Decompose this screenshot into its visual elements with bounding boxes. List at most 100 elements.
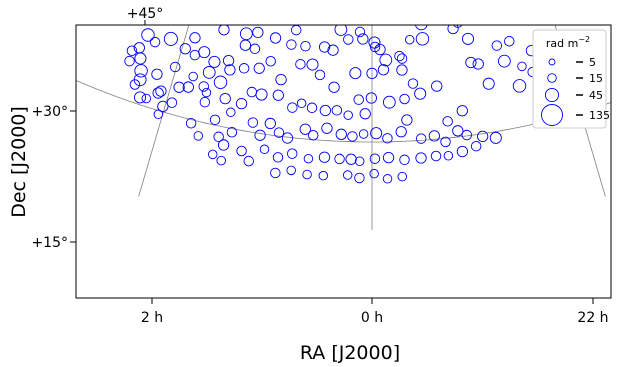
rm-point (491, 40, 503, 51)
legend-box (532, 29, 607, 129)
rm-point (314, 69, 326, 81)
rm-point (377, 64, 390, 76)
legend-entries: 5 15 45 135 (541, 56, 610, 126)
legend-entry-label: 45 (589, 89, 603, 102)
rm-point (396, 53, 408, 64)
rm-point (224, 64, 236, 76)
rm-point (369, 153, 381, 164)
legend-entry-label: 135 (589, 109, 610, 122)
rm-point (246, 86, 258, 98)
rm-point (226, 127, 238, 138)
rm-point (354, 26, 366, 38)
rm-point (306, 58, 319, 71)
y-ticks: +30° +15° +45° (31, 6, 163, 251)
rm-point (306, 102, 318, 114)
rm-point (217, 139, 230, 151)
y-tick-label: +15° (31, 235, 68, 251)
rm-point (198, 81, 209, 92)
rm-point (272, 89, 284, 101)
rm-point (374, 43, 386, 56)
rm-point (415, 133, 427, 144)
rm-point (303, 153, 314, 164)
rm-point (297, 12, 308, 23)
rm-point (415, 152, 427, 164)
rm-point (152, 87, 164, 99)
rm-point (414, 87, 427, 100)
rm-point (205, 13, 214, 22)
rm-point (173, 81, 185, 93)
rm-point (318, 170, 329, 181)
rm-point (238, 63, 250, 74)
rm-point (264, 117, 276, 130)
rm-point (461, 32, 475, 45)
rm-point (134, 64, 148, 78)
rm-point (379, 53, 393, 67)
rm-point (517, 61, 527, 72)
rm-point (273, 127, 285, 138)
y-tick-label: +30° (31, 104, 68, 120)
rm-point (235, 97, 248, 110)
rm-point (342, 170, 353, 180)
rm-point (299, 123, 311, 135)
rm-point (207, 149, 218, 160)
x-tick-label: 0 h (361, 310, 383, 326)
rm-point (328, 81, 340, 93)
rm-point (345, 153, 357, 165)
rm-point (129, 79, 141, 90)
rm-point (461, 129, 473, 141)
x-axis-label: RA [J2000] (300, 342, 400, 364)
rm-point (382, 133, 393, 144)
rm-point (329, 0, 341, 6)
rm-point (209, 114, 221, 126)
rm-point (247, 117, 259, 128)
legend-marker (548, 58, 556, 66)
rm-point (239, 39, 252, 51)
rm-point (133, 0, 143, 5)
rm-point (239, 27, 253, 41)
rm-point (357, 33, 369, 45)
rm-point (366, 67, 378, 80)
rm-point (222, 54, 235, 67)
rm-point (275, 73, 287, 86)
rm-point (255, 88, 268, 101)
rm-point (472, 58, 484, 70)
rm-point (296, 98, 307, 109)
rm-point (396, 64, 408, 76)
x-ticks: 2 h 0 h 22 h (141, 298, 609, 326)
rm-point (286, 165, 296, 176)
rm-point (319, 104, 332, 117)
rm-point (334, 25, 348, 36)
legend-marker (544, 87, 560, 103)
rm-point (489, 131, 502, 144)
rm-point (334, 153, 345, 165)
rm-point (202, 66, 216, 79)
dec-grid-line (76, 79, 611, 143)
rm-point (358, 129, 369, 139)
rm-point (470, 140, 482, 152)
rm-point (208, 55, 221, 68)
rm-point (153, 109, 164, 119)
rm-point (394, 50, 405, 62)
rm-point (249, 43, 261, 55)
rm-point (182, 81, 194, 93)
rm-point (292, 1, 302, 11)
rm-point (265, 56, 276, 67)
x-tick-label: 22 h (577, 310, 608, 326)
rm-point (407, 78, 419, 89)
rm-point (399, 154, 410, 166)
dec-grid-line (0, 0, 622, 10)
rm-point (155, 85, 167, 97)
rm-point (453, 25, 463, 28)
rm-point (382, 95, 396, 109)
rm-point (199, 96, 211, 108)
rm-point (216, 155, 226, 166)
rm-point (287, 148, 298, 159)
rm-point (295, 59, 306, 70)
rm-point (395, 126, 407, 138)
rm-point (269, 0, 279, 8)
rm-point (369, 41, 381, 53)
rm-point (213, 75, 228, 89)
plot-frame (75, 24, 612, 299)
rm-point (415, 25, 428, 31)
